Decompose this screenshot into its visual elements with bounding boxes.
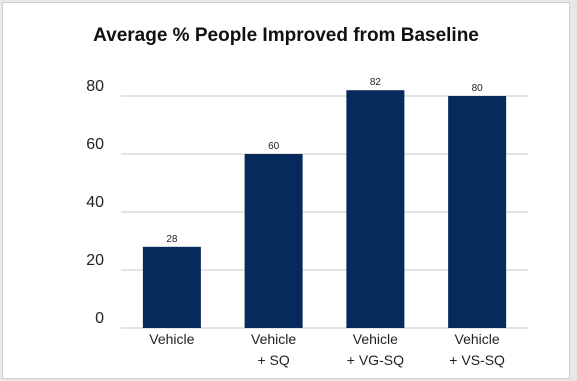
bar — [448, 96, 507, 328]
bar — [244, 154, 303, 328]
y-tick-label: 20 — [86, 252, 104, 269]
data-label: 60 — [268, 141, 280, 152]
chart-frame: Average % People Improved from Baseline … — [2, 2, 570, 379]
y-tick-label: 0 — [95, 310, 104, 327]
bar — [346, 90, 405, 328]
data-label: 28 — [166, 234, 178, 245]
x-tick-label: Vehicle — [455, 331, 500, 347]
x-tick-label: + SQ — [257, 352, 289, 368]
y-tick-label: 40 — [86, 194, 104, 211]
x-tick-label: Vehicle — [251, 331, 296, 347]
x-tick-label: + VS-SQ — [449, 352, 505, 368]
bar — [142, 246, 201, 328]
y-tick-label: 80 — [86, 78, 104, 95]
chart-title: Average % People Improved from Baseline — [93, 25, 479, 46]
y-tick-label: 60 — [86, 136, 104, 153]
bar-chart: 0 20 40 60 80 28 Vehicle 60 Vehicle + SQ 82 Vehicle… — [86, 77, 528, 368]
x-tick-label: Vehicle — [149, 331, 194, 347]
data-label: 82 — [370, 77, 382, 88]
data-label: 80 — [472, 83, 484, 94]
x-tick-label: Vehicle — [353, 331, 398, 347]
x-tick-label: + VG-SQ — [347, 352, 404, 368]
